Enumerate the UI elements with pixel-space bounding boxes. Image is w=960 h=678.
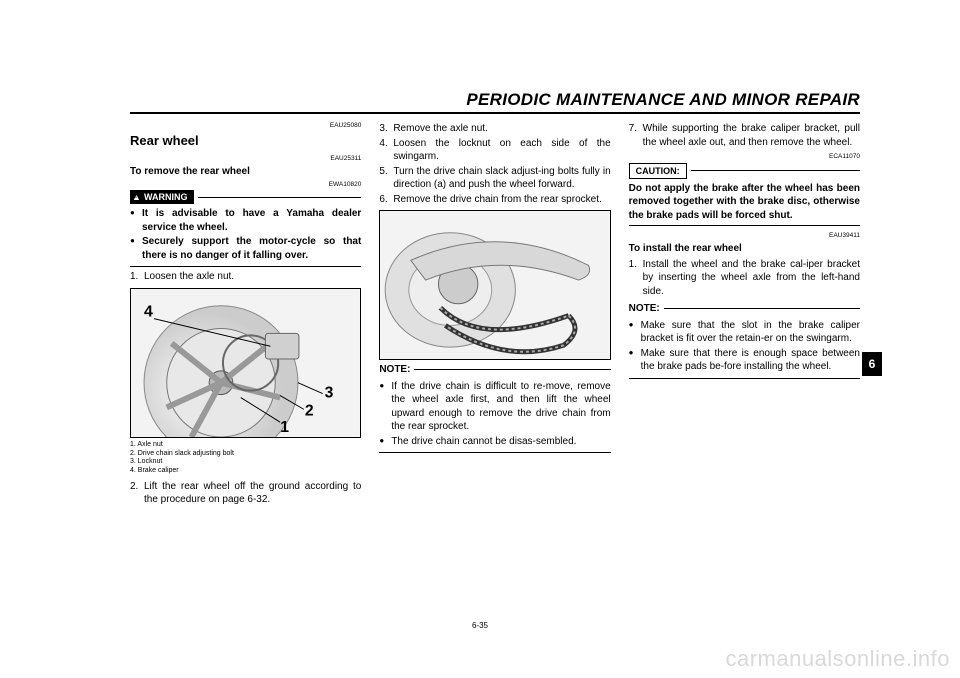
warning-item: It is advisable to have a Yamaha dealer … bbox=[130, 207, 361, 234]
page-header: PERIODIC MAINTENANCE AND MINOR REPAIR bbox=[130, 90, 860, 114]
watermark: carmanualsonline.info bbox=[725, 646, 950, 672]
warning-item: Securely support the motor-cycle so that… bbox=[130, 235, 361, 262]
svg-text:4: 4 bbox=[144, 304, 153, 321]
svg-text:3: 3 bbox=[325, 385, 334, 402]
manual-page: PERIODIC MAINTENANCE AND MINOR REPAIR EA… bbox=[0, 0, 960, 678]
step: 4.Loosen the locknut on each side of the… bbox=[379, 137, 610, 164]
step: 3.Remove the axle nut. bbox=[379, 122, 610, 136]
steps: 2.Lift the rear wheel off the ground acc… bbox=[130, 480, 361, 507]
note-label: NOTE: bbox=[629, 302, 660, 316]
subheading-remove: To remove the rear wheel bbox=[130, 165, 361, 179]
steps: 1.Install the wheel and the brake cal-ip… bbox=[629, 258, 860, 299]
step: 2.Lift the rear wheel off the ground acc… bbox=[130, 480, 361, 507]
warning-icon bbox=[132, 192, 142, 202]
step: 1.Loosen the axle nut. bbox=[130, 270, 361, 284]
ref-code: EWA10820 bbox=[130, 181, 361, 190]
step: 1.Install the wheel and the brake cal-ip… bbox=[629, 258, 860, 299]
note-list: Make sure that the slot in the brake cal… bbox=[629, 319, 860, 374]
rule bbox=[198, 197, 362, 198]
figure-chain bbox=[379, 210, 610, 360]
note-item: The drive chain cannot be disas-sembled. bbox=[379, 435, 610, 449]
figure-wheel-parts: 4 3 2 1 bbox=[130, 288, 361, 438]
subheading-install: To install the rear wheel bbox=[629, 242, 860, 256]
note-item: If the drive chain is difficult to re-mo… bbox=[379, 380, 610, 434]
step: 5.Turn the drive chain slack adjust-ing … bbox=[379, 165, 610, 192]
rule bbox=[629, 225, 860, 226]
ref-code: ECA11070 bbox=[629, 153, 860, 162]
steps: 1.Loosen the axle nut. bbox=[130, 270, 361, 284]
caution-text: Do not apply the brake after the wheel h… bbox=[629, 182, 860, 223]
warning-bar: WARNING bbox=[130, 190, 361, 204]
section-title: Rear wheel bbox=[130, 132, 361, 150]
figure-caption: 1. Axle nut 2. Drive chain slack adjusti… bbox=[130, 441, 361, 476]
content-columns: EAU25080 Rear wheel EAU25311 To remove t… bbox=[130, 122, 860, 511]
column-3: 7.While supporting the brake caliper bra… bbox=[629, 122, 860, 511]
note-item: Make sure that there is enough space bet… bbox=[629, 347, 860, 374]
note-bar: NOTE: bbox=[629, 302, 860, 316]
caution-badge: CAUTION: bbox=[629, 163, 687, 179]
page-number: 6-35 bbox=[0, 621, 960, 630]
note-bar: NOTE: bbox=[379, 363, 610, 377]
caution-bar: CAUTION: bbox=[629, 163, 860, 179]
column-2: 3.Remove the axle nut. 4.Loosen the lock… bbox=[379, 122, 610, 511]
rule bbox=[379, 452, 610, 453]
step: 7.While supporting the brake caliper bra… bbox=[629, 122, 860, 149]
note-label: NOTE: bbox=[379, 363, 410, 377]
chapter-tab: 6 bbox=[862, 352, 882, 376]
rule bbox=[664, 308, 860, 309]
warning-list: It is advisable to have a Yamaha dealer … bbox=[130, 207, 361, 262]
note-list: If the drive chain is difficult to re-mo… bbox=[379, 380, 610, 449]
steps: 7.While supporting the brake caliper bra… bbox=[629, 122, 860, 149]
rule bbox=[130, 266, 361, 267]
ref-code: EAU25311 bbox=[130, 155, 361, 164]
svg-text:2: 2 bbox=[305, 402, 314, 419]
note-item: Make sure that the slot in the brake cal… bbox=[629, 319, 860, 346]
svg-text:1: 1 bbox=[280, 419, 289, 436]
rule bbox=[691, 170, 860, 171]
rule bbox=[629, 378, 860, 379]
rule bbox=[414, 369, 610, 370]
ref-code: EAU39411 bbox=[629, 232, 860, 241]
chain-illustration bbox=[380, 211, 609, 359]
step: 6.Remove the drive chain from the rear s… bbox=[379, 193, 610, 207]
column-1: EAU25080 Rear wheel EAU25311 To remove t… bbox=[130, 122, 361, 511]
warning-badge: WARNING bbox=[130, 190, 194, 204]
wheel-illustration: 4 3 2 1 bbox=[131, 289, 360, 437]
warning-label: WARNING bbox=[144, 191, 188, 203]
steps: 3.Remove the axle nut. 4.Loosen the lock… bbox=[379, 122, 610, 206]
ref-code: EAU25080 bbox=[130, 122, 361, 131]
